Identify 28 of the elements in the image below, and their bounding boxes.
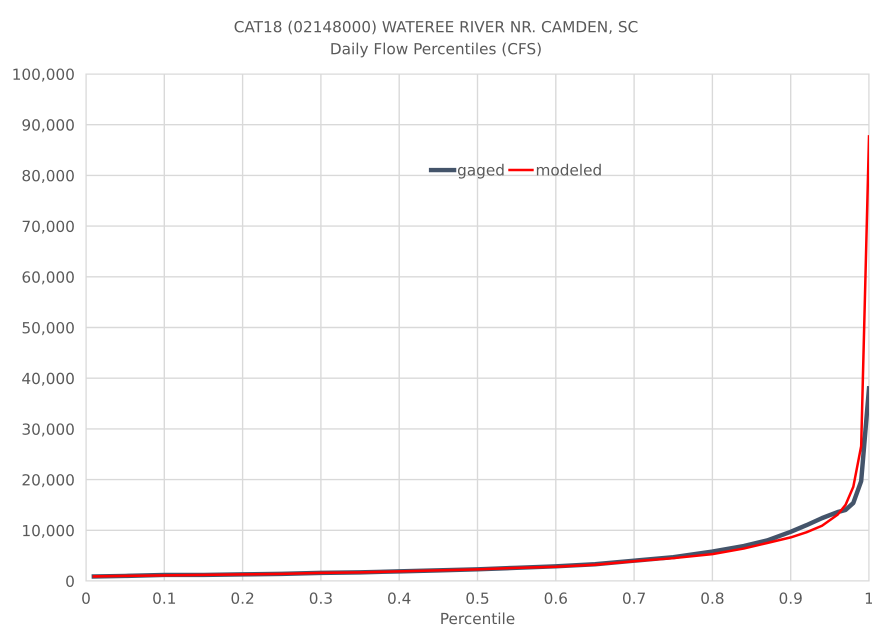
chart-title: CAT18 (02148000) WATEREE RIVER NR. CAMDEN, SC [234, 20, 638, 34]
x-tick-label: 0.6 [544, 592, 567, 604]
y-tick-label: 50,000 [22, 322, 74, 336]
y-tick-label: 10,000 [23, 524, 74, 538]
x-tick-label: 0.1 [153, 592, 176, 604]
y-tick-label: 80,000 [22, 170, 74, 183]
x-tick-label: 0.7 [622, 592, 645, 604]
x-tick-label: 0.5 [466, 592, 488, 604]
y-tick-label: 90,000 [22, 119, 74, 132]
x-tick-label: 0.2 [231, 592, 254, 604]
line-series [92, 135, 869, 578]
y-tick-label: 100,000 [13, 68, 74, 82]
x-tick-label: 0.8 [701, 592, 724, 604]
y-tick-label: 70,000 [22, 220, 74, 234]
y-tick-label: 0 [66, 575, 74, 588]
legend-label: modeled [536, 164, 601, 176]
y-tick-label: 20,000 [22, 474, 74, 488]
x-tick-label: 0.3 [310, 592, 332, 604]
x-axis-title: Percentile [441, 612, 514, 624]
x-tick-label: 0 [82, 592, 90, 604]
x-tick-label: 0.9 [780, 592, 802, 604]
y-tick-label: 40,000 [22, 372, 74, 386]
y-tick-label: 30,000 [22, 423, 74, 436]
y-tick-label: 60,000 [22, 271, 74, 284]
x-tick-label: 1 [866, 592, 872, 604]
x-tick-label: 0.4 [388, 592, 410, 604]
legend-label: gaged [458, 164, 504, 179]
chart-subtitle: Daily Flow Percentiles (CFS) [331, 42, 541, 58]
